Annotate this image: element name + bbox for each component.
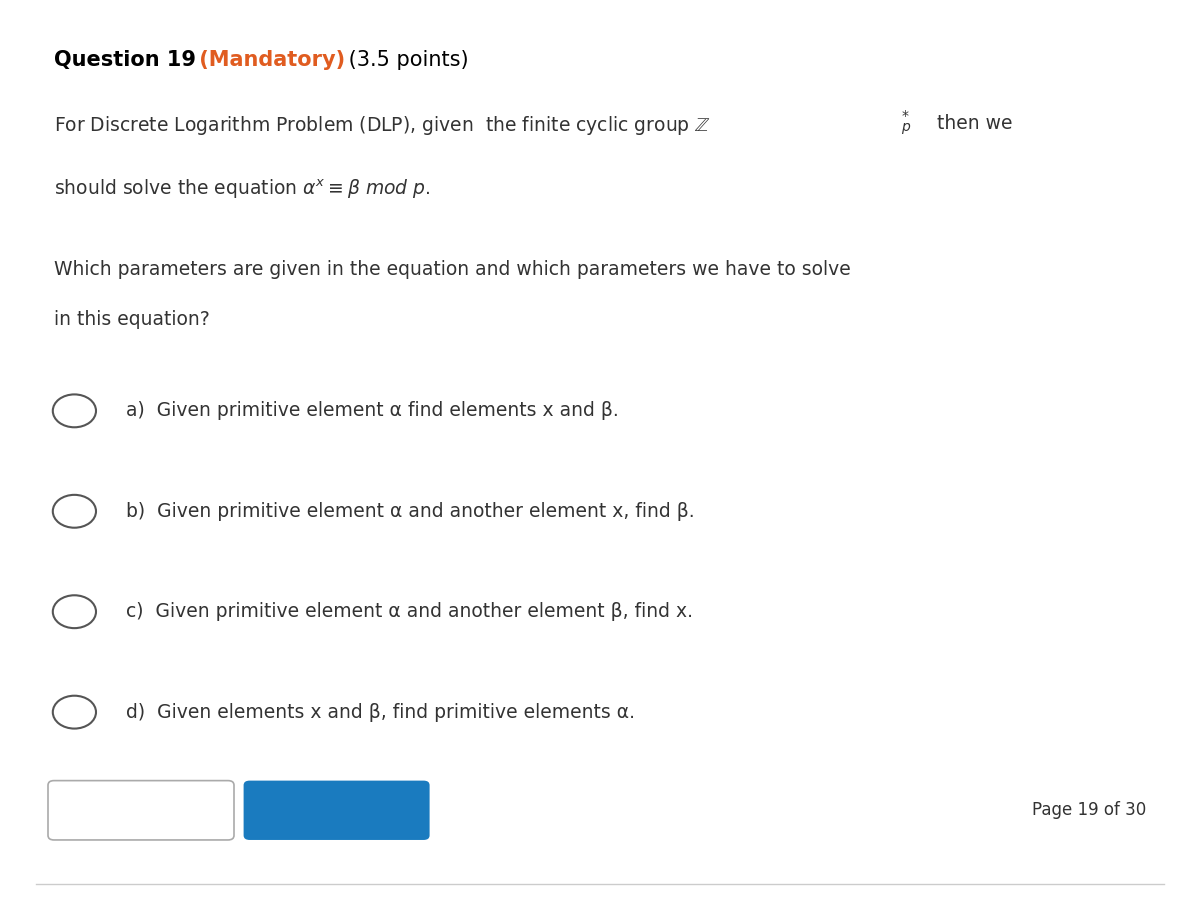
FancyBboxPatch shape [244,781,430,840]
Text: in this equation?: in this equation? [54,310,210,330]
Text: c)  Given primitive element α and another element β, find x.: c) Given primitive element α and another… [126,603,694,621]
Text: should solve the equation $\alpha^x \equiv \beta\ mod\ p$.: should solve the equation $\alpha^x \equ… [54,178,431,202]
Text: b)  Given primitive element α and another element x, find β.: b) Given primitive element α and another… [126,502,695,520]
Text: Page 19 of 30: Page 19 of 30 [1032,802,1146,819]
Text: Next Page: Next Page [298,803,376,818]
FancyBboxPatch shape [48,781,234,840]
Text: Question 19: Question 19 [54,50,196,70]
Text: For Discrete Logarithm Problem (DLP), given  the finite cyclic group $\mathbb{Z}: For Discrete Logarithm Problem (DLP), gi… [54,114,710,137]
Text: then we: then we [931,114,1013,133]
Text: (3.5 points): (3.5 points) [342,50,469,70]
Text: $p$: $p$ [901,121,912,136]
Text: Which parameters are given in the equation and which parameters we have to solve: Which parameters are given in the equati… [54,260,851,279]
Text: d)  Given elements x and β, find primitive elements α.: d) Given elements x and β, find primitiv… [126,703,635,721]
Text: Previous Page: Previous Page [88,803,194,818]
Text: (Mandatory): (Mandatory) [192,50,346,70]
Text: a)  Given primitive element α find elements x and β.: a) Given primitive element α find elemen… [126,402,619,420]
Text: $*$: $*$ [901,107,910,121]
